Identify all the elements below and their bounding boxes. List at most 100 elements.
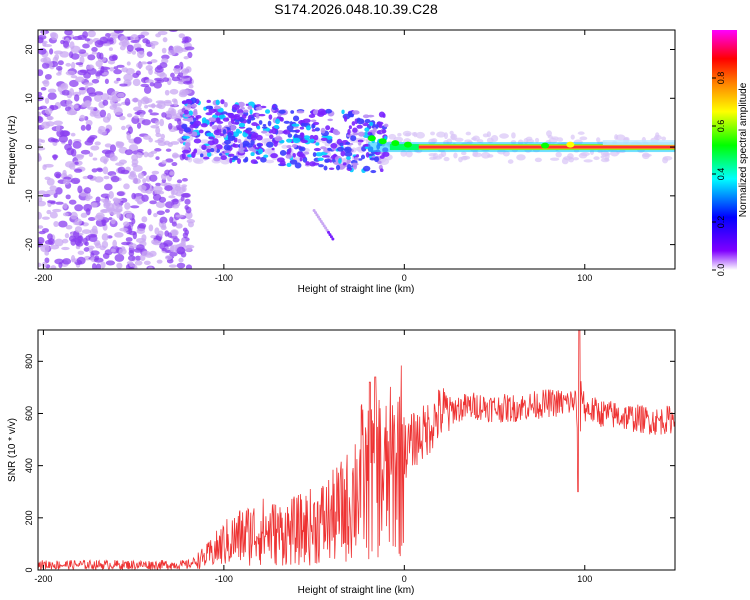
spectrogram-cluster-blob: [273, 141, 278, 147]
spectrogram-noise-blob: [95, 263, 102, 269]
spectrogram-noise-blob: [431, 138, 438, 144]
spectrogram-cluster-blob: [291, 143, 298, 148]
spectrogram-cluster-blob: [247, 105, 253, 110]
spectrogram-noise-blob: [75, 241, 84, 247]
spectrogram-noise-blob: [74, 168, 83, 173]
spectrogram-noise-blob: [62, 169, 67, 176]
spectrogram-noise-blob: [184, 245, 192, 252]
spectrogram-noise-blob: [134, 255, 142, 261]
spectrogram-streak-dot: [328, 233, 332, 237]
spectrogram-cluster-blob: [232, 155, 238, 159]
spectrogram-noise-blob: [130, 40, 140, 44]
spectrogram-cluster-blob: [188, 110, 193, 116]
spectrogram-band-halo: [602, 140, 675, 146]
spectrogram-noise-blob: [109, 144, 117, 153]
spectrogram-cluster-blob: [262, 124, 267, 127]
spectrogram-noise-blob: [42, 57, 51, 64]
spectrogram-noise-blob: [642, 153, 652, 158]
spectrogram-noise-blob: [507, 159, 514, 164]
snr-y-tick-label: 800: [24, 354, 34, 369]
spectrogram-noise-blob: [164, 208, 170, 213]
spectrogram-cluster-blob: [200, 153, 204, 158]
spectrogram-cluster-blob: [181, 152, 186, 160]
spectrogram-noise-blob: [139, 113, 145, 118]
spectrogram-noise-blob: [185, 211, 193, 220]
snr-x-tick-label: -200: [34, 574, 52, 584]
spectrogram-cluster-blob: [309, 138, 315, 144]
colorbar-tick-label: 0.8: [716, 72, 726, 85]
spectrogram-streak-dot: [312, 208, 316, 212]
spectrogram-noise-blob: [148, 137, 153, 143]
spectrogram-cluster-blob: [235, 128, 240, 134]
spectrogram-noise-blob: [458, 156, 463, 163]
spectrogram-noise-blob: [107, 96, 113, 101]
spectrogram-noise-blob: [102, 99, 109, 106]
spectrogram-noise-blob: [174, 185, 182, 192]
spectrogram-cluster-blob: [323, 165, 328, 171]
spectrogram-noise-blob: [175, 124, 184, 130]
spectrogram-noise-blob: [70, 53, 80, 60]
spectrogram-noise-blob: [112, 208, 123, 213]
spectrogram-cluster-blob: [213, 105, 221, 110]
spectrogram-noise-blob: [42, 193, 51, 198]
spectrogram-noise-blob: [443, 156, 450, 162]
spectrogram-noise-blob: [53, 220, 59, 227]
spectrogram-cluster-blob: [338, 157, 342, 164]
spectrogram-noise-blob: [61, 258, 72, 265]
spectrogram-noise-blob: [75, 76, 85, 83]
spectrogram-data: [38, 30, 675, 269]
spectrogram-noise-blob: [162, 37, 168, 43]
spectrogram-cluster-blob: [315, 142, 320, 146]
spectrogram-noise-blob: [169, 88, 179, 95]
spectrogram-noise-blob: [54, 171, 62, 178]
spectrogram-noise-blob: [547, 135, 553, 139]
spectrogram-cluster-blob: [325, 125, 331, 131]
spectrogram-cluster-blob: [244, 156, 249, 163]
spectrogram-noise-blob: [63, 179, 70, 185]
spectrogram-noise-blob: [516, 154, 526, 161]
spectrogram-cluster-blob: [286, 125, 294, 131]
colorbar-tick-label: 0.6: [716, 120, 726, 133]
spectrogram-cluster-blob: [305, 125, 311, 131]
spectrogram-noise-blob: [136, 62, 144, 69]
spectrogram-noise-blob: [143, 151, 149, 158]
spectrogram-noise-blob: [117, 141, 125, 147]
spectrogram-noise-blob: [70, 75, 78, 79]
spectrogram-noise-blob: [546, 130, 552, 137]
spectrogram-noise-blob: [42, 44, 53, 48]
spectrogram-noise-blob: [62, 212, 69, 217]
spectrogram-cluster-blob: [193, 117, 197, 122]
spectrogram-noise-blob: [128, 266, 134, 269]
spectrogram-cluster-blob: [222, 117, 230, 122]
spectrogram-noise-blob: [184, 46, 195, 51]
spectrogram-noise-blob: [108, 190, 114, 199]
spectrogram-noise-blob: [169, 245, 175, 252]
spectrogram-noise-blob: [402, 130, 412, 137]
spectrogram-noise-blob: [555, 151, 562, 158]
spectrogram-hot-spot: [367, 135, 376, 142]
spectrogram-noise-blob: [73, 104, 79, 109]
spectrogram-noise-blob: [159, 118, 165, 127]
spectrogram-noise-blob: [187, 156, 193, 163]
spectrogram-cluster-blob: [220, 155, 227, 161]
spectrogram-noise-blob: [161, 247, 167, 252]
spectrogram-cluster-blob: [347, 163, 352, 170]
spectrogram-noise-blob: [147, 151, 154, 158]
spectrogram-cluster-blob: [290, 110, 295, 114]
spectrogram-noise-blob: [155, 33, 162, 38]
spectrogram-noise-blob: [72, 140, 82, 149]
spectrogram-cluster-blob: [346, 156, 351, 160]
spectrogram-cluster-blob: [347, 128, 351, 135]
spectrogram-cluster-blob: [267, 120, 272, 127]
spectrogram-noise-blob: [46, 115, 54, 121]
spectrogram-noise-blob: [161, 222, 167, 229]
spectrogram-cluster-blob: [345, 141, 351, 145]
spectrogram-noise-blob: [169, 171, 175, 176]
spectrogram-noise-blob: [55, 124, 61, 132]
spectrogram-noise-blob: [38, 225, 44, 229]
spectrogram-noise-blob: [174, 46, 184, 54]
spectrogram-cluster-blob: [255, 156, 261, 160]
spectrogram-noise-blob: [46, 178, 55, 186]
spectrogram-noise-blob: [104, 143, 112, 148]
spectrogram-noise-blob: [54, 258, 64, 265]
